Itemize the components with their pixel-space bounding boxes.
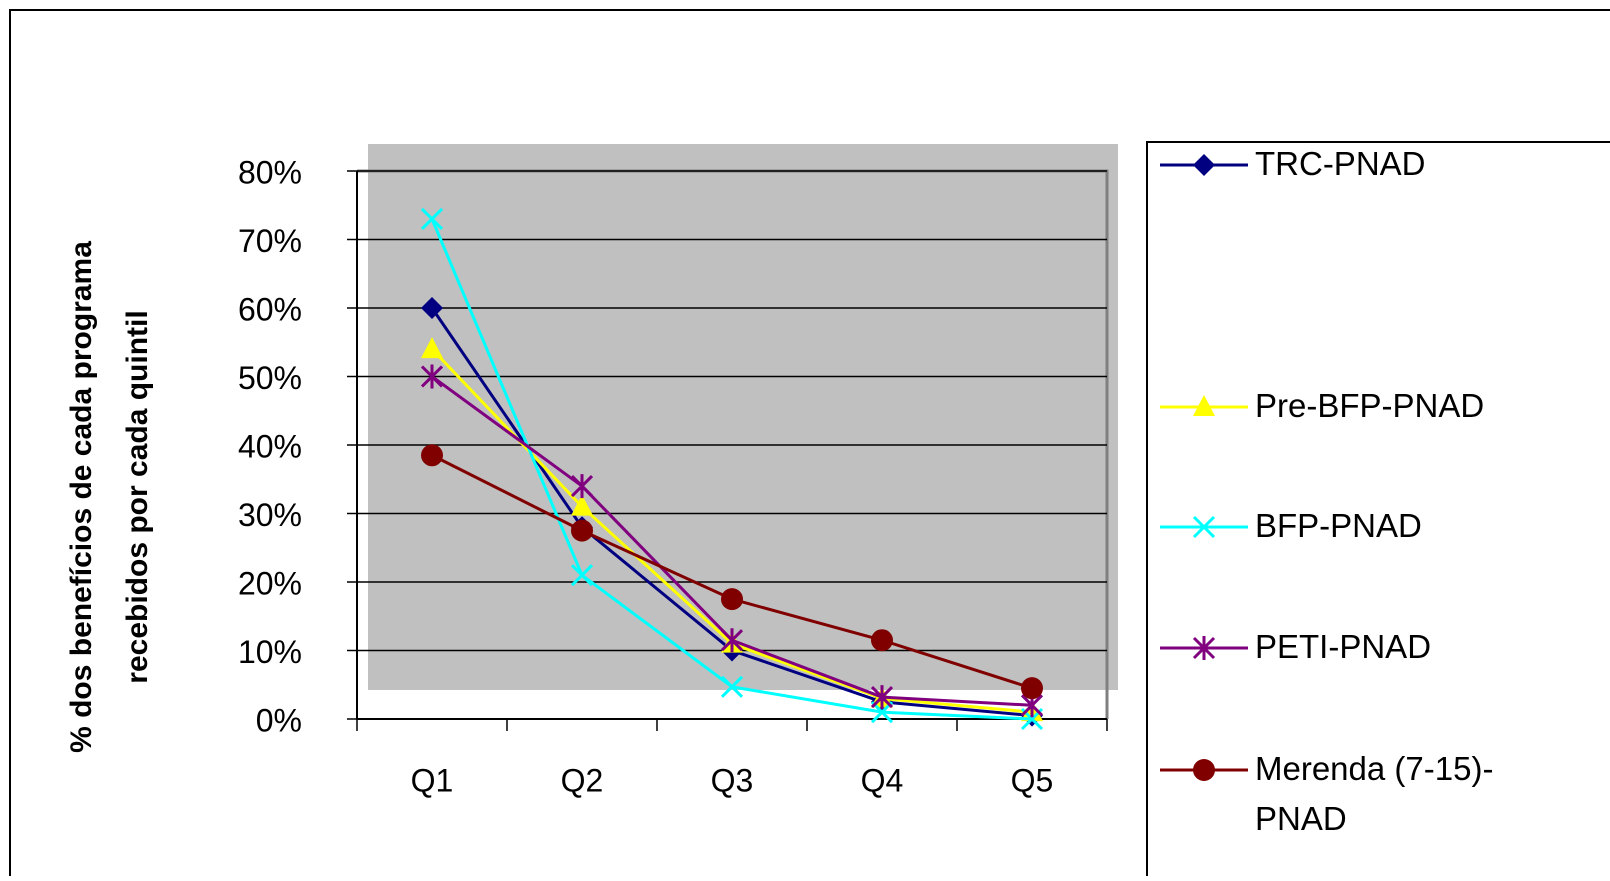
x-tick-label: Q4 bbox=[861, 762, 904, 798]
legend-label: Pre-BFP-PNAD bbox=[1255, 387, 1485, 424]
marker bbox=[1192, 636, 1216, 660]
marker bbox=[721, 588, 743, 611]
y-tick-label: 20% bbox=[238, 565, 302, 601]
marker bbox=[571, 519, 593, 542]
marker bbox=[421, 337, 443, 359]
marker bbox=[1193, 395, 1215, 416]
legend-label-box: Pre-BFP-PNAD bbox=[1255, 387, 1485, 424]
y-tick-label: 50% bbox=[238, 360, 302, 396]
legend-label-box: TRC-PNAD bbox=[1255, 145, 1426, 182]
marker bbox=[571, 494, 593, 516]
x-tick-label: Q3 bbox=[711, 762, 754, 798]
x-tick-label: Q1 bbox=[411, 762, 454, 798]
chart-frame bbox=[9, 9, 1610, 881]
marker bbox=[420, 207, 444, 231]
marker bbox=[720, 628, 744, 653]
y-tick-label: 40% bbox=[238, 428, 302, 464]
y-tick-label: 10% bbox=[238, 634, 302, 670]
plot-background bbox=[368, 144, 1118, 690]
y-axis-label: % dos benefícios de cada programa recebi… bbox=[65, 241, 154, 753]
legend-label-box: BFP-PNAD bbox=[1255, 507, 1422, 544]
marker bbox=[870, 685, 894, 710]
marker bbox=[1193, 154, 1215, 176]
legend-label-box: PETI-PNAD bbox=[1255, 628, 1432, 665]
marker bbox=[570, 474, 594, 499]
legend-label: BFP-PNAD bbox=[1255, 507, 1422, 544]
legend-box bbox=[1146, 141, 1610, 881]
plot-area: 0% 10% 20% 30% 40% 50% 60% 70% 80% Q1 Q2 Q3 Q4 Q5 bbox=[238, 154, 1109, 798]
marker bbox=[421, 444, 443, 467]
marker bbox=[720, 675, 744, 698]
y-tick-label: 80% bbox=[238, 154, 302, 190]
y-tick-label: 0% bbox=[256, 702, 302, 738]
y-tick-label: 70% bbox=[238, 223, 302, 259]
legend-label: PETI-PNAD bbox=[1255, 628, 1432, 665]
marker bbox=[420, 364, 444, 389]
y-tick-label: 60% bbox=[238, 291, 302, 327]
marker bbox=[871, 629, 893, 652]
y-tick-label: 30% bbox=[238, 497, 302, 533]
marker bbox=[1192, 515, 1216, 539]
marker bbox=[421, 297, 443, 319]
marker bbox=[570, 564, 594, 587]
legend-label: Merenda (7-15)-PNAD bbox=[1255, 750, 1494, 837]
marker bbox=[1021, 677, 1043, 700]
marker bbox=[1193, 759, 1215, 781]
legend: TRC-PNAD Pre-BFP-PNAD BFP-PNAD PETI-PNAD Mer… bbox=[1160, 145, 1494, 837]
legend-label: TRC-PNAD bbox=[1255, 145, 1426, 182]
legend-label-box: Merenda (7-15)-PNAD bbox=[1255, 750, 1494, 837]
x-tick-label: Q2 bbox=[561, 762, 604, 798]
x-tick-label: Q5 bbox=[1011, 762, 1054, 798]
